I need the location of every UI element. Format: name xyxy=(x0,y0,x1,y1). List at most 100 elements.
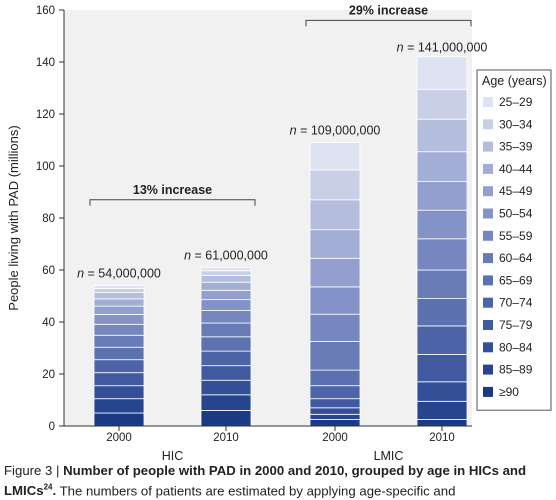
bar-segment-60–64 xyxy=(200,322,252,338)
legend-label: 35–39 xyxy=(499,140,533,154)
bar-segment-45–49 xyxy=(309,257,361,288)
bar-segment-≥90 xyxy=(309,419,361,427)
caption-text: The numbers of patients are estimated by… xyxy=(56,483,456,499)
bar-segment-40–44 xyxy=(93,298,145,307)
x-group-label: HIC xyxy=(162,449,184,460)
bar-segment-85–89 xyxy=(200,394,252,411)
legend-swatch xyxy=(483,163,493,174)
y-tick-label: 100 xyxy=(36,161,55,173)
pad-stacked-bar-chart: 0 20 40 60 80 100 120 140 160 People living with… xyxy=(6,3,552,460)
bar-segment-75–79 xyxy=(93,372,145,387)
bar-lmic-2000 xyxy=(309,142,361,427)
x-axis: 2000 2010 2000 2010 HIC LMIC xyxy=(64,425,472,460)
increase-label: 13% increase xyxy=(133,183,212,197)
legend-swatch xyxy=(483,364,493,375)
legend-label: 75–79 xyxy=(499,318,533,332)
legend-swatch xyxy=(483,186,493,197)
legend-label: 50–54 xyxy=(499,207,533,221)
legend-swatch xyxy=(483,97,493,107)
bar-segment-≥90 xyxy=(200,409,252,427)
caption-bold-text: Number of people with PAD in 2000 and 20… xyxy=(4,463,527,499)
y-tick-label: 160 xyxy=(36,5,55,17)
x-tick-label: 2010 xyxy=(429,432,455,444)
legend-label: 45–49 xyxy=(499,184,533,198)
bar-segment-55–59 xyxy=(309,313,361,342)
legend-label: 80–84 xyxy=(499,340,533,354)
bar-segment-25–29 xyxy=(416,56,468,90)
bar-segment-30–34 xyxy=(93,288,145,294)
bar-segment-70–74 xyxy=(200,350,252,367)
bar-segment-50–54 xyxy=(416,209,468,240)
legend-swatch xyxy=(483,119,493,130)
legend-swatch xyxy=(483,141,493,152)
legend-swatch xyxy=(483,386,493,397)
bar-segment-75–79 xyxy=(200,365,252,381)
bar-segment-70–74 xyxy=(93,359,145,374)
legend-swatch xyxy=(483,320,493,330)
legend: Age (years) 25–29 30–34 35–39 40–44 45–49 50–5… xyxy=(476,69,552,411)
bar-total-label: n = 109,000,000 xyxy=(290,124,381,138)
y-tick-label: 20 xyxy=(42,369,55,381)
bar-segment-≥90 xyxy=(416,419,468,427)
bar-segment-40–44 xyxy=(200,281,252,291)
y-axis-title: People living with PAD (millions) xyxy=(6,125,21,310)
legend-label: 25–29 xyxy=(499,95,533,109)
y-tick-label: 40 xyxy=(42,317,55,329)
bar-segment-30–34 xyxy=(200,270,252,276)
bar-segment-≥90 xyxy=(93,412,145,427)
bar-segment-85–89 xyxy=(309,413,361,420)
bar-total-label: n = 141,000,000 xyxy=(397,40,488,54)
caption-bold-end: . xyxy=(52,483,57,499)
bar-segment-80–84 xyxy=(416,381,468,402)
bar-segment-25–29 xyxy=(309,142,361,171)
bar-segment-45–49 xyxy=(93,305,145,315)
bar-segment-65–69 xyxy=(309,369,361,387)
bar-segment-50–54 xyxy=(309,286,361,315)
bar-segment-50–54 xyxy=(200,299,252,311)
bar-hic-2000 xyxy=(93,285,145,427)
y-tick-label: 0 xyxy=(49,421,55,433)
bar-segment-65–69 xyxy=(93,346,145,361)
x-tick-label: 2000 xyxy=(322,432,348,444)
bar-segment-55–59 xyxy=(93,323,145,336)
caption-lead: Figure 3 | xyxy=(4,463,64,478)
legend-label: ≥90 xyxy=(499,385,519,399)
bar-segment-85–89 xyxy=(93,398,145,414)
bar-segment-45–49 xyxy=(416,181,468,211)
bar-segment-35–39 xyxy=(416,118,468,153)
legend-title: Age (years) xyxy=(482,74,547,88)
bar-segment-65–69 xyxy=(200,336,252,352)
bar-segment-70–74 xyxy=(309,385,361,400)
bar-segment-50–54 xyxy=(93,314,145,325)
bar-hic-2010 xyxy=(200,266,252,427)
bar-total-label: n = 61,000,000 xyxy=(184,248,268,262)
bar-segment-60–64 xyxy=(309,341,361,371)
bar-total-label: n = 54,000,000 xyxy=(77,267,161,281)
y-tick-label: 120 xyxy=(36,109,55,121)
bar-segment-25–29 xyxy=(200,266,252,272)
legend-swatch xyxy=(483,342,493,353)
increase-bracket xyxy=(89,199,256,206)
y-tick-label: 80 xyxy=(42,213,55,225)
bar-segment-75–79 xyxy=(309,398,361,409)
bar-segment-30–34 xyxy=(309,169,361,201)
bar-segment-35–39 xyxy=(200,275,252,283)
bar-segment-55–59 xyxy=(416,238,468,271)
bar-segment-80–84 xyxy=(200,379,252,396)
bar-segment-40–44 xyxy=(309,229,361,259)
x-tick-label: 2010 xyxy=(213,432,239,444)
legend-label: 55–59 xyxy=(499,229,533,243)
bar-segment-35–39 xyxy=(309,199,361,231)
bar-segment-55–59 xyxy=(200,310,252,324)
legend-label: 40–44 xyxy=(499,162,533,176)
x-group-label: LMIC xyxy=(374,449,404,460)
y-tick-label: 140 xyxy=(36,57,55,69)
bar-segment-70–74 xyxy=(416,325,468,355)
bar-segment-40–44 xyxy=(416,151,468,182)
figure-caption: Figure 3 | Number of people with PAD in … xyxy=(4,462,552,499)
legend-label: 60–64 xyxy=(499,251,533,265)
bar-segment-35–39 xyxy=(93,292,145,300)
legend-swatch xyxy=(483,208,493,219)
legend-label: 30–34 xyxy=(499,117,533,131)
legend-swatch xyxy=(483,297,493,308)
